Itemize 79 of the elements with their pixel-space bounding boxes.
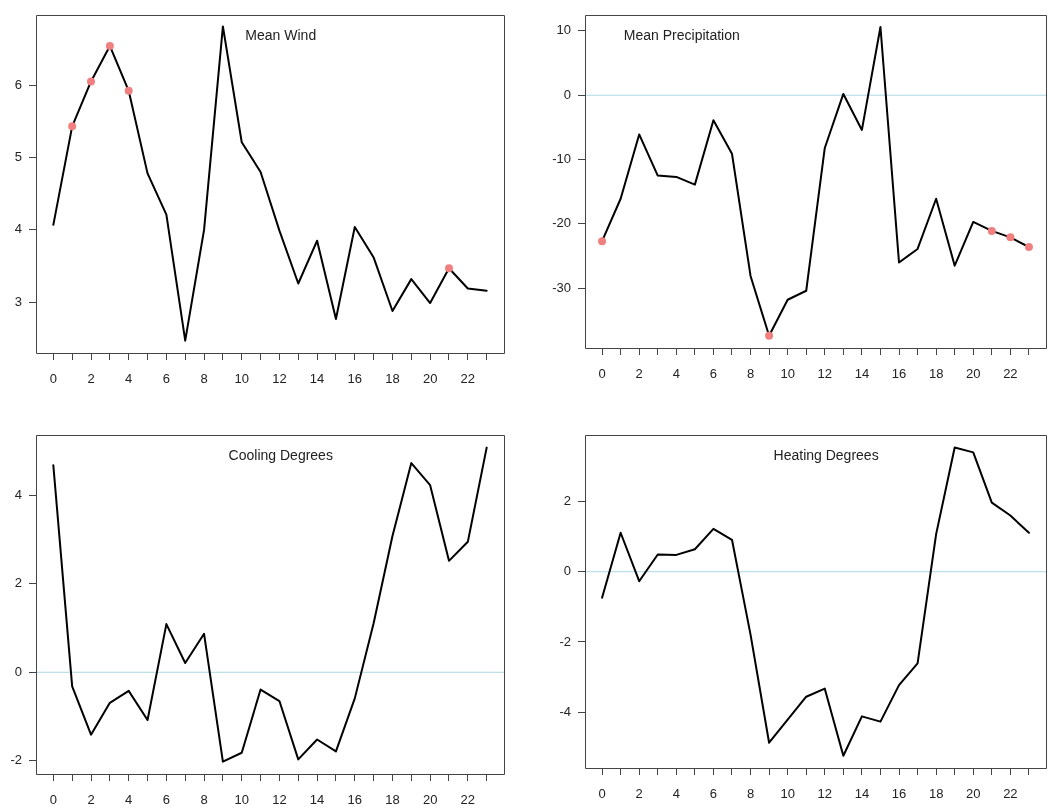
- text: Cooling Degrees: [228, 446, 333, 463]
- x-tick-label: 0: [49, 371, 57, 387]
- x-tick-label: 10: [234, 792, 249, 808]
- x-tick-label: 8: [746, 786, 755, 802]
- x-tick-label: 22: [1003, 786, 1018, 802]
- x-tick-label: 2: [87, 371, 95, 387]
- y-tick-label: 0: [14, 663, 22, 679]
- text: Mean Precipitation: [623, 26, 740, 43]
- x-tick-label: 20: [422, 371, 438, 387]
- x-tick-label: 20: [422, 792, 438, 808]
- x-tick-label: 8: [200, 792, 208, 808]
- y-tick-label: -20: [552, 215, 571, 231]
- x-tick-label: 0: [598, 786, 606, 802]
- x-tick-label: 18: [928, 786, 944, 802]
- x-tick-label: 18: [385, 792, 400, 808]
- x-tick-label: 0: [598, 366, 606, 382]
- y-tick-label: 4: [14, 486, 22, 502]
- y-tick-label: -4: [559, 703, 571, 719]
- x-tick-label: 12: [272, 371, 287, 387]
- y-tick-label: 3: [14, 293, 22, 309]
- x-tick-label: 22: [1003, 366, 1018, 382]
- x-tick-label: 16: [347, 371, 363, 387]
- x-tick-label: 2: [635, 786, 643, 802]
- point: [87, 77, 96, 86]
- x-tick-label: 18: [928, 366, 944, 382]
- x-tick-label: 14: [854, 366, 870, 382]
- x-tick-label: 6: [709, 786, 718, 802]
- x-tick-label: 4: [672, 786, 680, 802]
- x-tick-label: 16: [891, 366, 907, 382]
- x-tick-label: 10: [234, 371, 249, 387]
- text: Heating Degrees: [773, 446, 879, 463]
- text: Mean Wind: [245, 26, 317, 43]
- y-tick-label: -10: [552, 151, 571, 167]
- point: [444, 264, 453, 273]
- x-tick-label: 8: [746, 366, 755, 382]
- y-tick-label: 6: [14, 76, 22, 92]
- x-tick-label: 8: [200, 371, 208, 387]
- x-tick-label: 6: [709, 366, 718, 382]
- point: [987, 226, 996, 235]
- x-tick-label: 10: [780, 366, 795, 382]
- y-tick-label: 2: [14, 575, 22, 591]
- point: [765, 331, 774, 340]
- x-tick-label: 14: [309, 371, 325, 387]
- point: [1006, 233, 1015, 242]
- x-tick-label: 22: [460, 371, 476, 387]
- x-tick-label: 4: [672, 366, 680, 382]
- x-tick-label: 18: [385, 371, 400, 387]
- point: [68, 122, 77, 131]
- x-tick-label: 14: [854, 786, 870, 802]
- x-tick-label: 6: [162, 371, 170, 387]
- y-tick-label: 5: [14, 149, 22, 165]
- x-tick-label: 4: [125, 792, 133, 808]
- x-tick-label: 2: [635, 366, 643, 382]
- x-tick-label: 16: [347, 792, 363, 808]
- x-tick-label: 10: [780, 786, 795, 802]
- x-tick-label: 4: [125, 371, 133, 387]
- y-tick-label: 10: [556, 22, 571, 38]
- y-tick-label: 0: [563, 86, 571, 102]
- x-tick-label: 2: [87, 792, 95, 808]
- y-tick-label: -2: [559, 633, 571, 649]
- y-tick-label: -30: [552, 279, 571, 295]
- y-tick-label: -2: [10, 752, 22, 768]
- y-tick-label: 0: [563, 563, 571, 579]
- point: [124, 86, 133, 95]
- x-tick-label: 0: [49, 792, 57, 808]
- x-tick-label: 6: [162, 792, 170, 808]
- y-tick-label: 4: [14, 221, 22, 237]
- y-tick-label: 2: [563, 493, 571, 509]
- point: [598, 237, 607, 246]
- x-tick-label: 16: [891, 786, 907, 802]
- x-tick-label: 20: [966, 786, 981, 802]
- x-tick-label: 14: [309, 792, 325, 808]
- x-tick-label: 12: [272, 792, 287, 808]
- x-tick-label: 12: [817, 786, 833, 802]
- x-tick-label: 12: [817, 366, 833, 382]
- point: [1024, 243, 1033, 252]
- point: [105, 41, 114, 50]
- x-tick-label: 20: [966, 366, 981, 382]
- x-tick-label: 22: [460, 792, 476, 808]
